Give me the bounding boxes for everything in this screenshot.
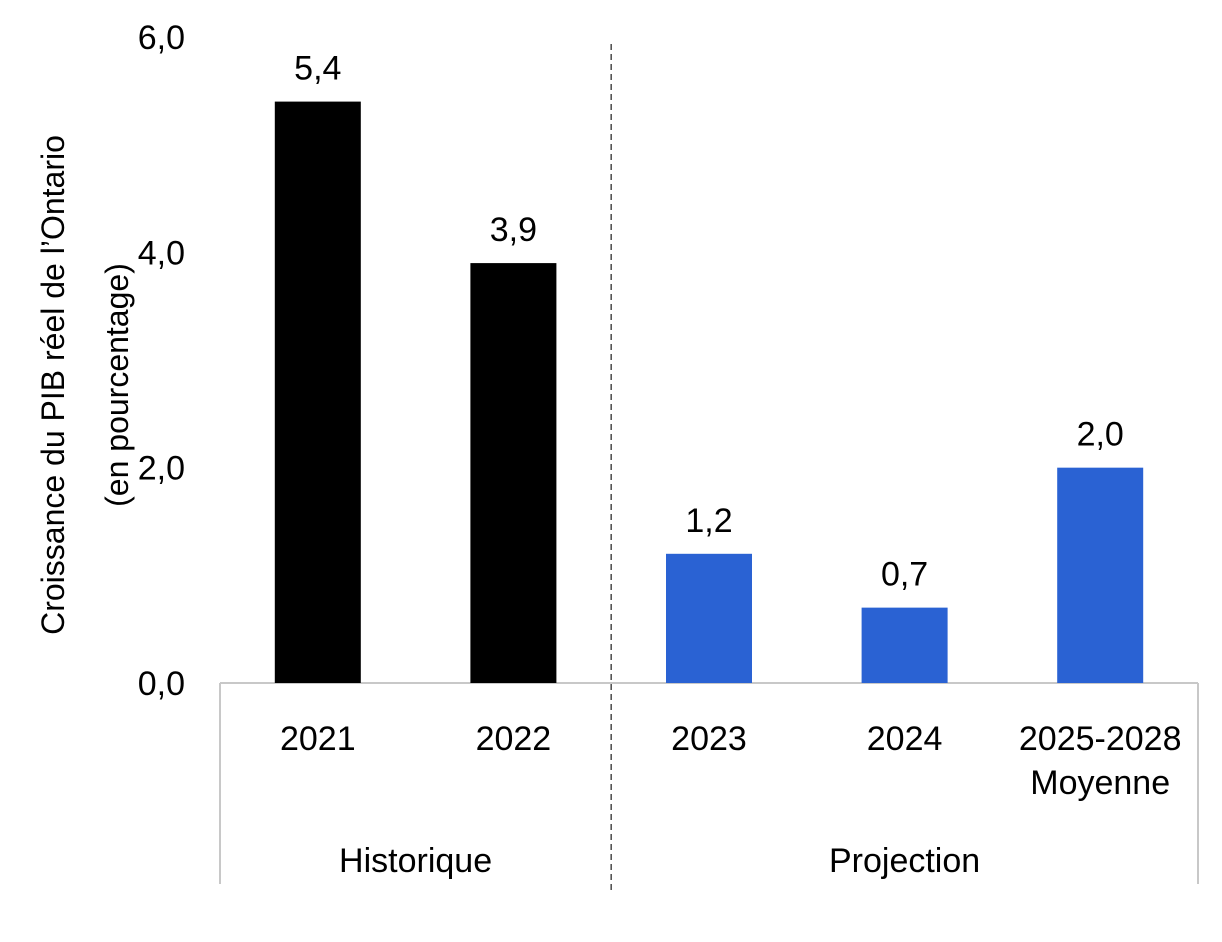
data-label: 3,9 — [490, 211, 537, 249]
data-label: 0,7 — [881, 556, 928, 594]
x-category-label: 2022 — [476, 720, 552, 758]
y-tick-label: 0,0 — [138, 665, 185, 703]
x-category-label: 2025-2028 — [1019, 720, 1182, 758]
bar — [470, 263, 557, 683]
y-tick-label: 6,0 — [138, 19, 185, 57]
y-tick-label: 2,0 — [138, 450, 185, 488]
data-label: 2,0 — [1077, 416, 1124, 454]
y-axis-ticks: 0,0 2,0 4,0 6,0 — [138, 19, 185, 703]
bar — [274, 101, 361, 684]
data-label: 1,2 — [685, 502, 732, 540]
x-category-label: 2024 — [867, 720, 943, 758]
group-label: Historique — [339, 842, 492, 880]
x-category-label: 2023 — [671, 720, 747, 758]
data-labels: 5,4 3,9 1,2 0,7 2,0 — [294, 50, 1124, 594]
group-labels: Historique Projection — [339, 842, 980, 880]
bar — [1057, 467, 1144, 683]
bar — [666, 553, 752, 683]
x-category-label: 2021 — [280, 720, 356, 758]
data-label: 5,4 — [294, 50, 341, 88]
y-axis-label: Croissance du PIB réel de l’Ontario (en p… — [35, 135, 135, 635]
category-labels: 2021 2022 2023 2024 2025-2028 Moyenne — [280, 720, 1182, 802]
y-axis-title-line: (en pourcentage) — [99, 263, 135, 507]
group-label: Projection — [829, 842, 980, 880]
bars — [274, 101, 1144, 684]
y-tick-label: 4,0 — [138, 234, 185, 272]
bar — [861, 607, 948, 683]
x-category-label: Moyenne — [1030, 764, 1170, 802]
y-axis-title-line: Croissance du PIB réel de l’Ontario — [35, 135, 71, 635]
